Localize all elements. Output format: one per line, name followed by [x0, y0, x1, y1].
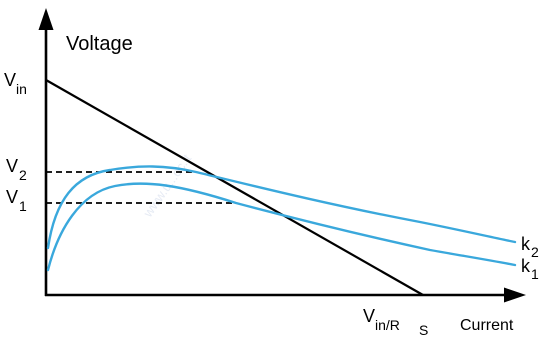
load-line	[45, 79, 424, 296]
k2-label-sub: 2	[531, 244, 539, 260]
k1-label-sub: 1	[531, 266, 539, 282]
k1-label: k 1	[521, 256, 539, 282]
curve-k1	[46, 182, 517, 272]
vin-label-base: V	[4, 70, 16, 90]
vin-rs-label-sub2: S	[419, 322, 428, 338]
k1-label-base: k	[521, 256, 531, 276]
vin-label: V in	[4, 70, 27, 97]
y-axis-arrowhead	[38, 8, 54, 30]
x-axis-arrowhead	[504, 287, 526, 303]
vin-label-sub: in	[16, 81, 27, 97]
vin-rs-label-sub1: in/R	[375, 317, 400, 333]
vin-rs-label-base: V	[363, 306, 375, 326]
k2-label: k 2	[521, 234, 539, 260]
curve-k2	[46, 165, 517, 250]
x-axis-label: Current	[460, 317, 514, 334]
k2-label-base: k	[521, 234, 531, 254]
v1-label: V 1	[6, 187, 27, 214]
v1-label-base: V	[6, 187, 18, 207]
v2-label: V 2	[6, 156, 27, 183]
v2-label-base: V	[6, 156, 18, 176]
vin-rs-label: V in/R S	[363, 306, 428, 338]
v1-label-sub: 1	[19, 198, 27, 214]
y-axis-label: Voltage	[66, 33, 133, 55]
v2-label-sub: 2	[19, 167, 27, 183]
